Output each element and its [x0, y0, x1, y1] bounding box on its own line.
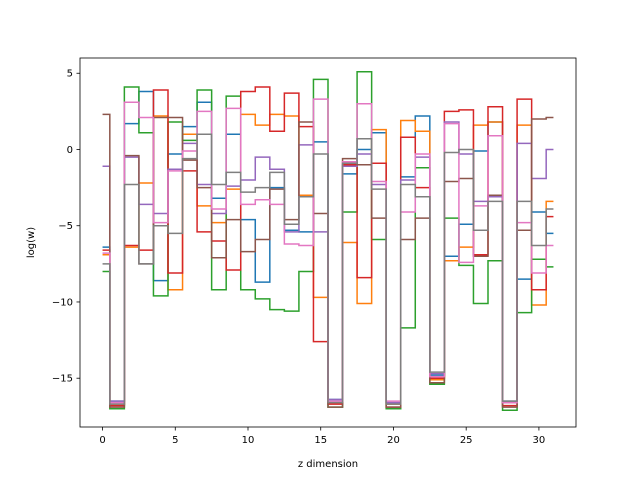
y-tick-label: −15: [52, 374, 73, 385]
x-tick-label: 15: [314, 435, 327, 446]
x-axis-label: z dimension: [298, 459, 358, 470]
x-tick-label: 10: [242, 435, 255, 446]
axes-frame: [79, 57, 577, 428]
x-axis-ticks: 0 5 10 15 20 25 30: [99, 427, 545, 446]
plot-area: [102, 70, 554, 411]
x-tick-label: 30: [533, 435, 546, 446]
x-tick-label: 25: [460, 435, 473, 446]
series-line-8: [102, 133, 554, 405]
series-line-6: [102, 113, 554, 408]
y-tick-label: −5: [58, 221, 73, 232]
y-tick-label: −10: [52, 297, 73, 308]
y-tick-label: 0: [67, 145, 73, 156]
y-axis-ticks: 5 0 −5 −10 −15: [52, 69, 80, 385]
x-tick-label: 5: [172, 435, 178, 446]
x-tick-label: 20: [387, 435, 400, 446]
x-tick-label: 0: [99, 435, 105, 446]
y-tick-label: 5: [67, 69, 73, 80]
y-axis-label: log(w): [26, 227, 37, 258]
